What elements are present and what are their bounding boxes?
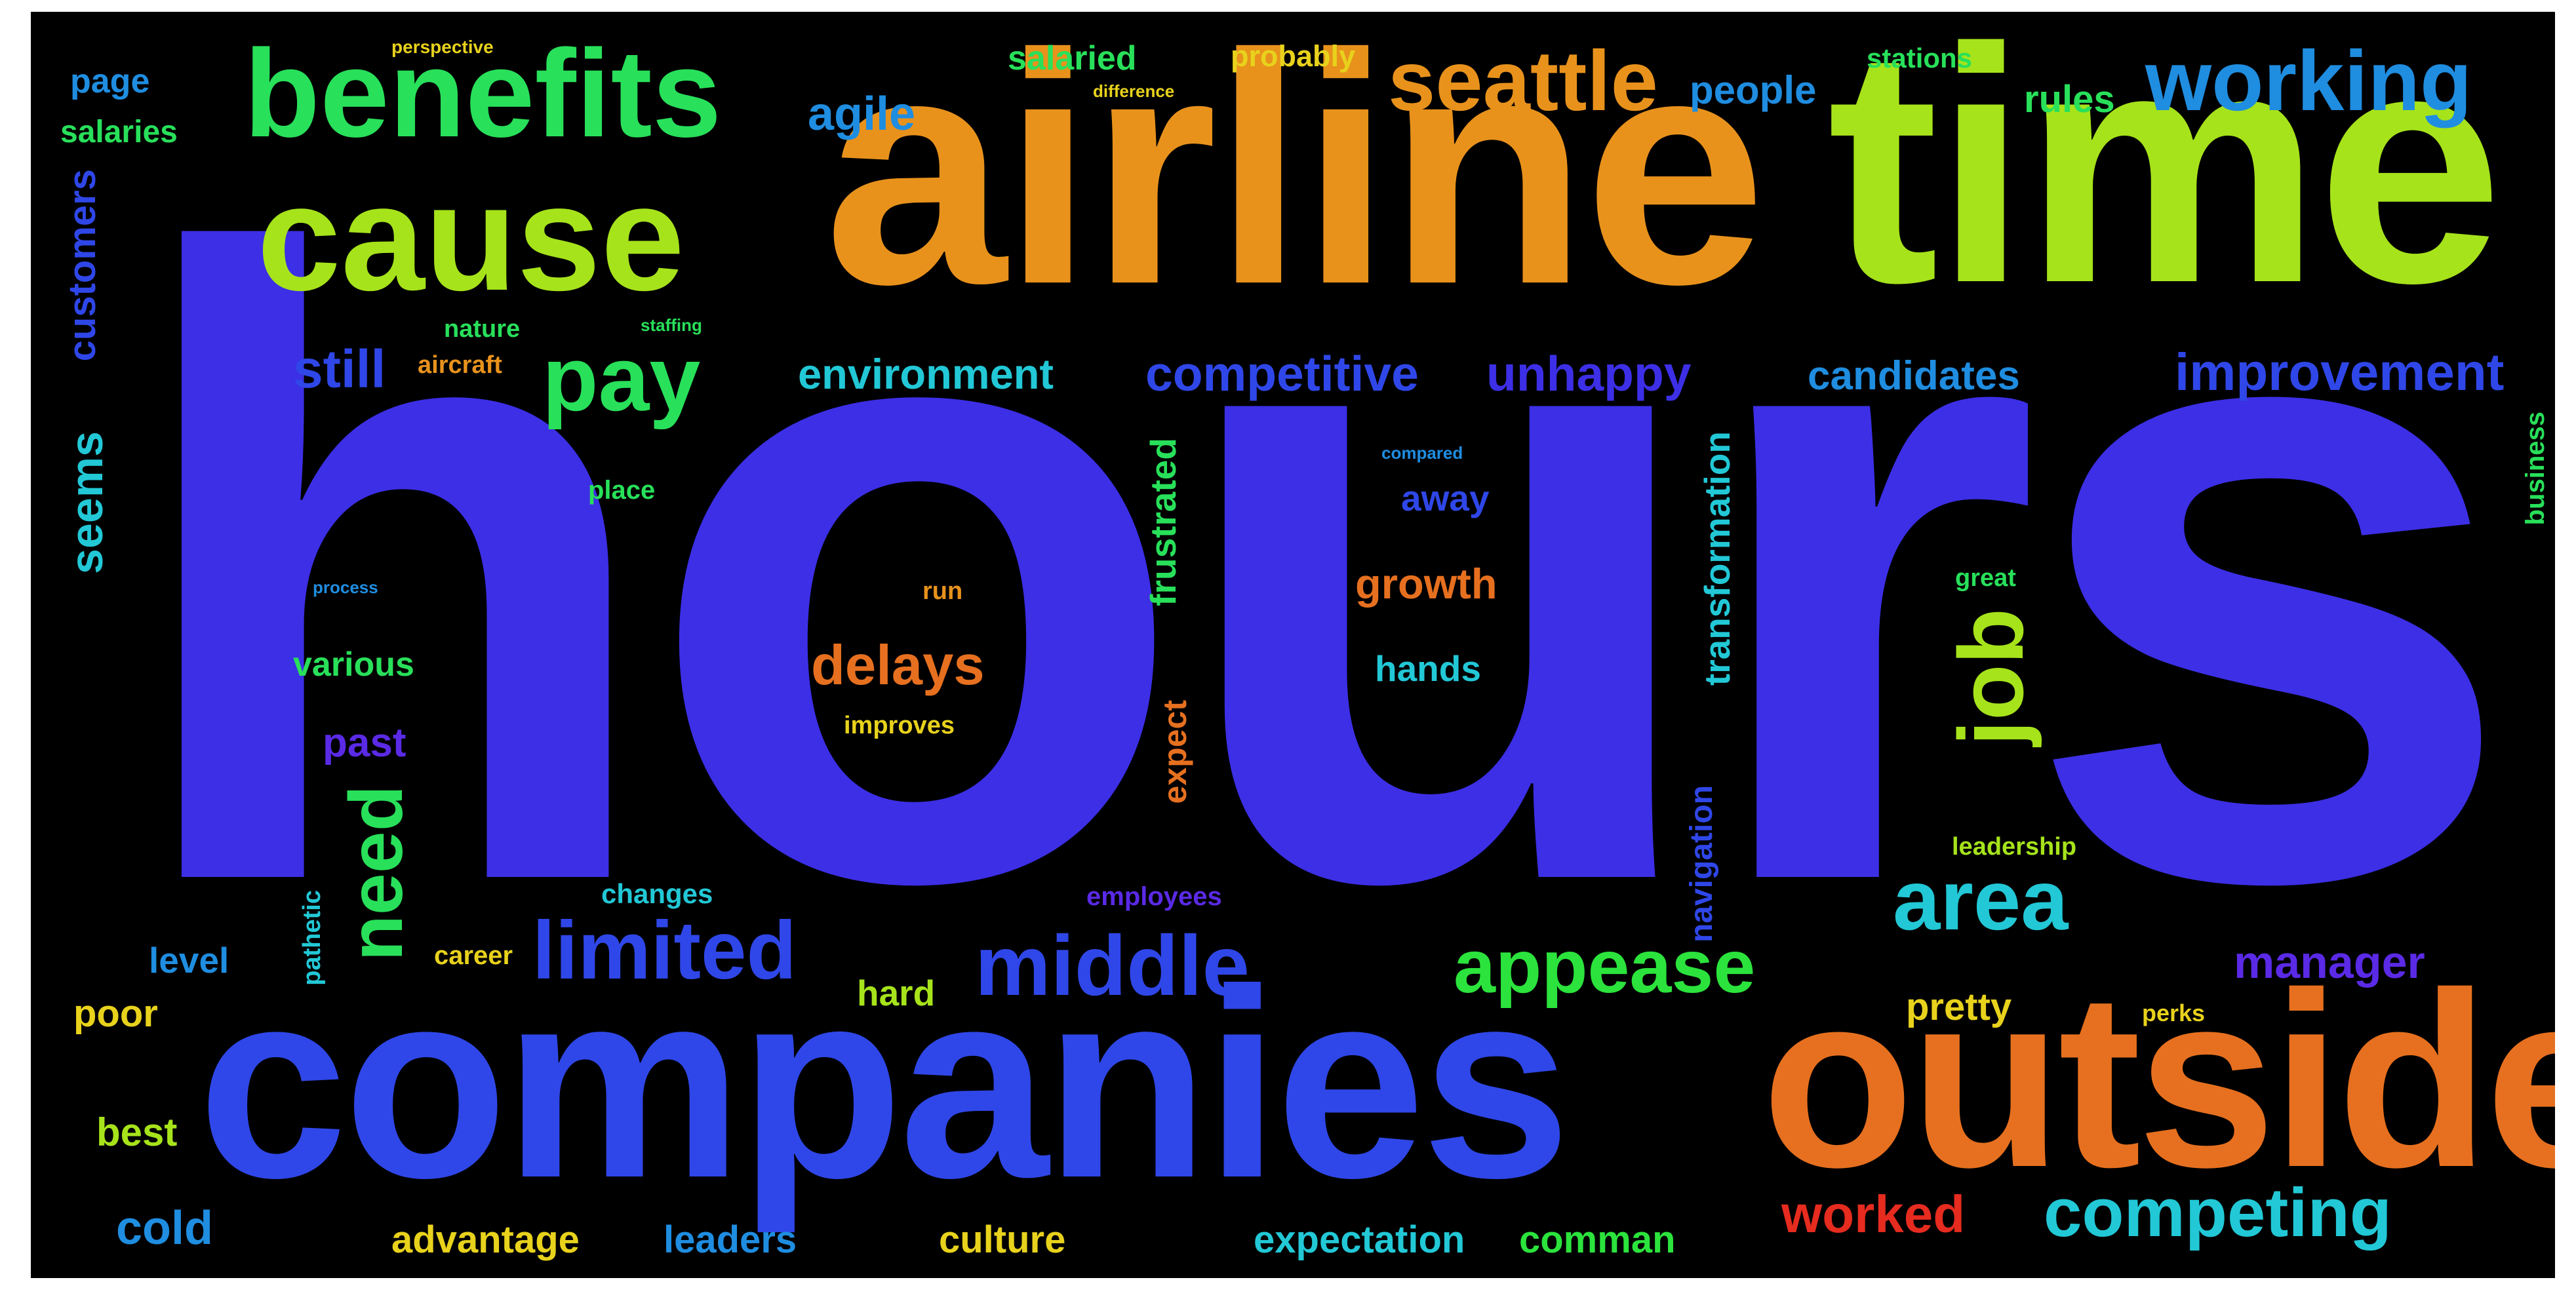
word-leaders: leaders [664,1218,797,1261]
word-career: career [434,941,513,970]
word-staffing: staffing [641,315,702,335]
word-working: working [2145,33,2472,128]
word-frustrated: frustrated [1143,438,1183,606]
word-navigation: navigation [1684,785,1719,943]
word-transformation: transformation [1697,431,1737,686]
word-people: people [1690,68,1817,112]
word-middle: middle [975,918,1250,1013]
word-various: various [293,646,414,684]
word-pay: pay [542,327,701,430]
word-candidates: candidates [1808,353,2020,398]
word-perspective: perspective [391,37,494,57]
word-outside: outside [1762,941,2555,1219]
word-time: time [1827,12,2503,353]
word-business: business [2521,412,2550,526]
word-agile: agile [808,88,916,140]
word-job: job [1939,608,2042,746]
word-expectation: expectation [1254,1218,1465,1261]
word-compared: compared [1381,443,1463,463]
word-page: page [70,62,150,100]
word-hard: hard [857,973,936,1013]
word-probably: probably [1231,39,1356,73]
word-delays: delays [811,634,985,697]
word-poor: poor [73,992,158,1035]
word-place: place [588,476,656,505]
word-salaries: salaries [60,115,178,149]
word-salaried: salaried [1008,39,1137,77]
word-competitive: competitive [1145,346,1419,401]
word-improvement: improvement [2175,343,2505,401]
word-seattle: seattle [1388,33,1658,128]
word-expect: expect [1157,700,1193,804]
word-leadership: leadership [1952,833,2077,861]
word-cloud: hours airline time companies outside ben… [31,12,2555,1278]
word-comman: comman [1519,1218,1676,1261]
word-still: still [293,340,386,399]
word-area: area [1893,852,2069,948]
word-difference: difference [1093,81,1175,101]
word-hands: hands [1375,648,1481,689]
word-past: past [323,720,406,766]
word-need: need [334,785,418,961]
word-limited: limited [532,905,797,996]
word-airline: airline [824,12,1766,352]
word-aircraft: aircraft [418,351,502,379]
word-process: process [313,577,378,597]
word-away: away [1401,478,1490,518]
word-run: run [922,577,963,605]
word-advantage: advantage [391,1218,580,1261]
word-hours: hours [119,71,2518,1066]
word-culture: culture [939,1218,1066,1261]
word-best: best [96,1110,178,1154]
word-appease: appease [1454,925,1756,1009]
word-seems: seems [61,431,112,574]
word-great: great [1955,564,2016,592]
word-unhappy: unhappy [1486,346,1692,401]
word-stations: stations [1867,43,1973,73]
word-benefits: benefits [244,24,722,163]
word-level: level [149,940,229,981]
word-pretty: pretty [1906,986,2012,1028]
word-improves: improves [844,712,955,739]
word-customers: customers [61,169,104,362]
word-rules: rules [2024,78,2115,121]
word-growth: growth [1355,560,1497,608]
word-environment: environment [798,350,1054,398]
word-employees: employees [1086,882,1222,911]
word-pathetic: pathetic [298,890,326,986]
word-competing: competing [2044,1175,2392,1251]
word-manager: manager [2234,937,2425,988]
word-companies: companies [198,933,1571,1233]
word-worked: worked [1781,1185,1966,1243]
word-cause: cause [257,153,685,322]
word-cold: cold [116,1202,214,1254]
word-perks: perks [2142,1000,2206,1026]
word-nature: nature [444,315,521,343]
word-changes: changes [601,878,713,909]
